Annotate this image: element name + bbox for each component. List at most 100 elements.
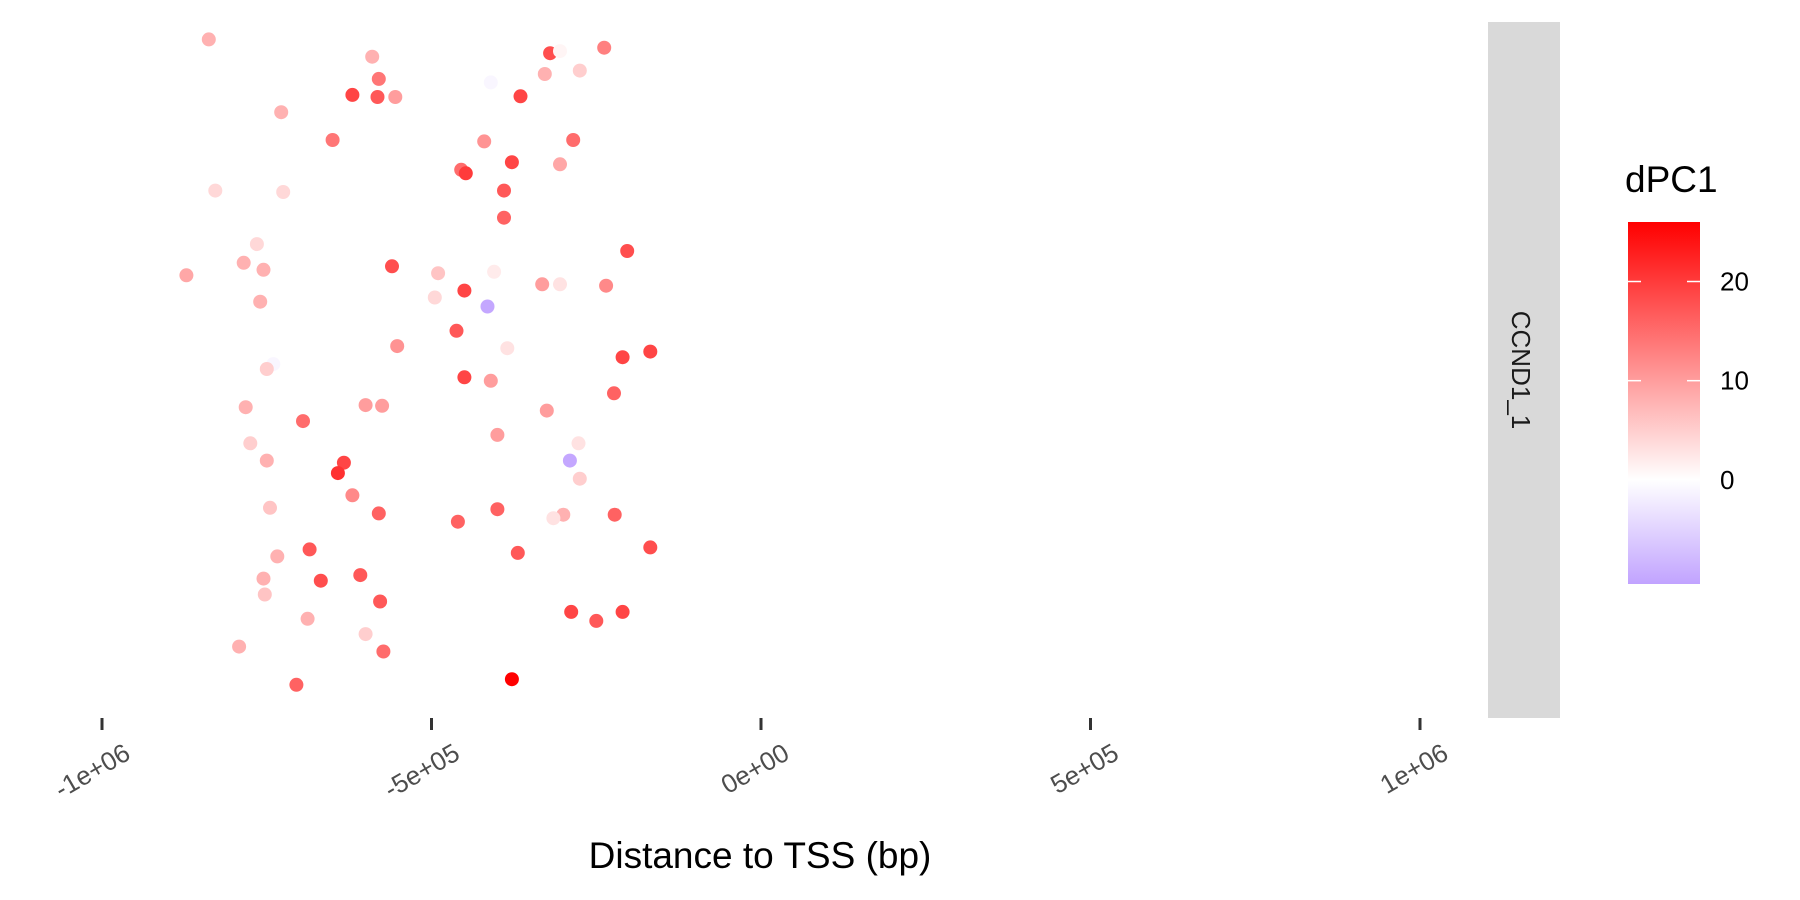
data-point — [313, 573, 328, 588]
data-point — [643, 540, 658, 555]
color-legend: dPC1 0 10 20 — [1625, 159, 1749, 584]
data-point — [457, 283, 472, 298]
data-point — [449, 323, 464, 338]
data-point — [450, 514, 465, 529]
data-point — [504, 155, 519, 170]
data-point — [330, 466, 345, 481]
data-point — [535, 277, 550, 292]
data-point — [431, 266, 446, 281]
data-point — [497, 210, 511, 225]
data-point — [497, 183, 511, 198]
data-point — [376, 644, 391, 659]
data-point — [375, 398, 390, 413]
data-point — [539, 403, 554, 418]
data-point — [259, 362, 274, 376]
data-point — [358, 398, 373, 413]
x-tick-label: -1e+06 — [49, 737, 135, 804]
data-point — [300, 611, 315, 626]
data-point — [296, 414, 310, 429]
data-point — [236, 255, 251, 270]
data-point — [390, 339, 405, 354]
data-point — [270, 549, 285, 564]
data-point — [385, 259, 399, 274]
data-point — [490, 502, 505, 517]
data-point — [256, 571, 271, 586]
data-point — [345, 488, 360, 503]
data-point — [427, 290, 442, 305]
data-point — [599, 278, 614, 293]
data-point — [643, 344, 658, 359]
data-point — [353, 568, 368, 583]
x-axis-title: Distance to TSS (bp) — [589, 835, 932, 876]
data-point — [358, 627, 373, 642]
data-point — [371, 506, 386, 521]
data-point — [370, 90, 385, 104]
data-point — [500, 341, 515, 356]
x-tick-label: 5e+05 — [1045, 737, 1123, 799]
data-point — [274, 105, 289, 120]
data-point — [208, 183, 223, 198]
data-point — [537, 67, 552, 81]
data-point — [256, 262, 271, 277]
data-point — [597, 40, 612, 55]
data-point — [504, 672, 519, 687]
data-point — [572, 471, 587, 486]
data-point — [179, 268, 194, 283]
data-point — [483, 75, 498, 90]
x-tick-label: 1e+06 — [1375, 737, 1453, 799]
data-point — [483, 373, 498, 388]
data-point — [546, 511, 561, 526]
data-point — [388, 90, 403, 104]
data-point — [477, 134, 492, 149]
data-point — [302, 542, 317, 557]
data-point — [325, 133, 340, 147]
x-tick-label: -5e+05 — [379, 737, 465, 804]
data-point — [257, 587, 272, 602]
facet-strip-label: CCND1_1 — [1506, 311, 1536, 430]
data-point — [457, 370, 472, 385]
data-point — [276, 185, 291, 199]
facet-strip: CCND1_1 — [1488, 22, 1560, 718]
data-point — [589, 613, 604, 628]
data-point — [615, 604, 630, 619]
data-point — [345, 87, 360, 102]
data-point — [607, 386, 621, 401]
data-point — [253, 294, 268, 309]
legend-title: dPC1 — [1625, 159, 1718, 200]
facet-strip-background — [1488, 22, 1560, 718]
data-point — [243, 436, 258, 451]
data-point — [572, 63, 587, 78]
legend-tick-label: 10 — [1720, 366, 1749, 396]
data-point — [232, 639, 247, 654]
x-axis: -1e+06 -5e+05 0e+00 5e+05 1e+06 — [49, 718, 1453, 804]
points-layer — [179, 32, 658, 692]
data-point — [562, 453, 577, 468]
legend-tick-label: 20 — [1720, 267, 1749, 297]
data-point — [564, 604, 579, 619]
data-point — [487, 264, 502, 279]
data-point — [553, 277, 567, 292]
data-point — [259, 453, 274, 468]
data-point — [615, 350, 630, 365]
data-point — [263, 500, 277, 515]
data-point — [336, 455, 351, 470]
data-point — [365, 49, 380, 64]
data-point — [373, 594, 388, 609]
data-point — [566, 133, 581, 147]
data-point — [238, 400, 253, 415]
data-point — [371, 71, 386, 86]
data-point — [249, 237, 264, 252]
legend-ticks: 0 10 20 — [1628, 267, 1749, 495]
data-point — [458, 166, 473, 181]
data-point — [490, 427, 505, 442]
data-point — [607, 507, 622, 522]
data-point — [510, 545, 525, 560]
data-point — [571, 436, 586, 451]
legend-colorbar — [1628, 222, 1700, 584]
legend-tick-label: 0 — [1720, 465, 1734, 495]
data-point — [480, 299, 495, 314]
data-point — [201, 32, 216, 47]
x-tick-label: 0e+00 — [716, 737, 794, 799]
data-point — [553, 44, 567, 59]
